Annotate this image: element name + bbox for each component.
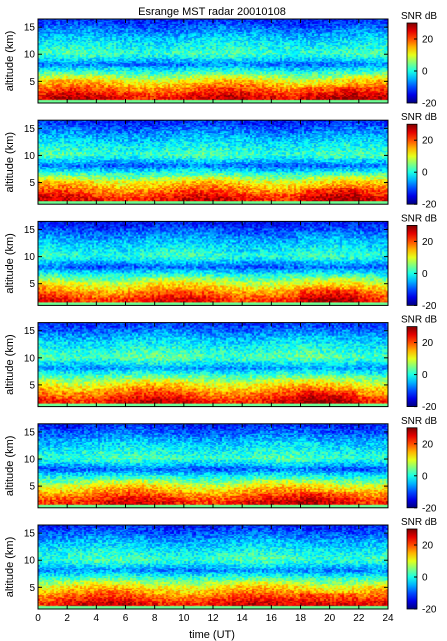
colorbar-tick-label: -20 bbox=[422, 402, 437, 413]
heatmap-image-5 bbox=[38, 423, 388, 508]
colorbar-tick-label: 20 bbox=[422, 136, 434, 147]
y-tick-label: 15 bbox=[24, 427, 36, 438]
colorbar-tick-label: -20 bbox=[422, 503, 437, 514]
x-axis-label: time (UT) bbox=[189, 629, 235, 641]
colorbar-tick-label: -20 bbox=[422, 200, 437, 211]
y-axis-label: altitude (km) bbox=[4, 31, 16, 92]
x-tick-label: 8 bbox=[152, 613, 158, 624]
colorbar-tick-label: 20 bbox=[422, 237, 434, 248]
colorbar-tick-label: 0 bbox=[422, 370, 428, 381]
colorbar-tick-label: -20 bbox=[422, 301, 437, 312]
colorbar-title: SNR dB bbox=[401, 315, 437, 326]
y-tick-label: 15 bbox=[24, 23, 36, 34]
colorbar-tick-label: -20 bbox=[422, 605, 437, 616]
x-tick-label: 4 bbox=[94, 613, 100, 624]
y-tick-label: 15 bbox=[24, 326, 36, 337]
y-tick-label: 15 bbox=[24, 225, 36, 236]
x-tick-label: 18 bbox=[295, 613, 307, 624]
colorbar bbox=[406, 528, 418, 610]
y-tick-label: 5 bbox=[29, 380, 35, 391]
x-tick-label: 0 bbox=[35, 613, 41, 624]
x-tick-label: 6 bbox=[123, 613, 129, 624]
radar-panel-2: 5 10 15 altitude (km) SNR dB -20 0 20 bbox=[4, 112, 437, 211]
colorbar-tick-label: 0 bbox=[422, 471, 428, 482]
x-tick-label: 12 bbox=[207, 613, 219, 624]
y-tick-label: 5 bbox=[29, 77, 35, 88]
y-tick-label: 15 bbox=[24, 124, 36, 135]
y-tick-label: 10 bbox=[24, 556, 36, 567]
colorbar-tick-label: 0 bbox=[422, 168, 428, 179]
y-tick-label: 5 bbox=[29, 583, 35, 594]
colorbar-title: SNR dB bbox=[401, 517, 437, 528]
y-tick-label: 10 bbox=[24, 151, 36, 162]
x-tick-label: 20 bbox=[324, 613, 336, 624]
y-axis-label: altitude (km) bbox=[4, 233, 16, 294]
colorbar-title: SNR dB bbox=[401, 213, 437, 224]
y-axis-label: altitude (km) bbox=[4, 334, 16, 395]
y-tick-label: 15 bbox=[24, 529, 36, 540]
y-tick-label: 10 bbox=[24, 455, 36, 466]
colorbar bbox=[406, 427, 418, 509]
heatmap-image-4 bbox=[38, 322, 388, 407]
radar-panel-3: 5 10 15 altitude (km) SNR dB -20 0 20 bbox=[4, 213, 437, 312]
x-tick-label: 14 bbox=[237, 613, 249, 624]
colorbar-tick-label: 20 bbox=[422, 35, 434, 46]
y-axis-label: altitude (km) bbox=[4, 537, 16, 598]
colorbar bbox=[406, 224, 418, 306]
colorbar-tick-label: 20 bbox=[422, 439, 434, 450]
y-axis-label: altitude (km) bbox=[4, 436, 16, 497]
heatmap-image-6 bbox=[38, 525, 388, 609]
colorbar-tick-label: -20 bbox=[422, 99, 437, 110]
colorbar-tick-label: 0 bbox=[422, 269, 428, 280]
colorbar-title: SNR dB bbox=[401, 11, 437, 22]
colorbar-title: SNR dB bbox=[401, 416, 437, 427]
x-tick-label: 16 bbox=[266, 613, 278, 624]
x-tick-label: 2 bbox=[64, 613, 70, 624]
heatmap-image-1 bbox=[38, 19, 388, 103]
colorbar bbox=[406, 326, 418, 408]
y-tick-label: 10 bbox=[24, 353, 36, 364]
x-tick-label: 22 bbox=[353, 613, 365, 624]
x-tick-label: 24 bbox=[382, 613, 394, 624]
y-tick-label: 5 bbox=[29, 482, 35, 493]
heatmap-image-3 bbox=[38, 221, 388, 306]
heatmap-image-2 bbox=[38, 120, 388, 205]
y-tick-label: 10 bbox=[24, 50, 36, 61]
colorbar-tick-label: 20 bbox=[422, 338, 434, 349]
colorbar-tick-label: 0 bbox=[422, 573, 428, 584]
x-tick-label: 10 bbox=[178, 613, 190, 624]
radar-panel-4: 5 10 15 altitude (km) SNR dB -20 0 20 bbox=[4, 315, 437, 414]
y-axis-label: altitude (km) bbox=[4, 132, 16, 193]
y-tick-label: 5 bbox=[29, 178, 35, 189]
radar-panel-1: 5 10 15 altitude (km) SNR dB -20 0 20 bbox=[4, 11, 437, 110]
colorbar-tick-label: 20 bbox=[422, 541, 434, 552]
colorbar-title: SNR dB bbox=[401, 112, 437, 123]
chart-title: Esrange MST radar 20010108 bbox=[138, 6, 286, 18]
colorbar bbox=[406, 22, 418, 104]
y-tick-label: 5 bbox=[29, 279, 35, 290]
y-tick-label: 10 bbox=[24, 252, 36, 263]
colorbar bbox=[406, 123, 418, 205]
colorbar-tick-label: 0 bbox=[422, 67, 428, 78]
radar-panel-5: 5 10 15 altitude (km) SNR dB -20 0 20 bbox=[4, 416, 437, 515]
